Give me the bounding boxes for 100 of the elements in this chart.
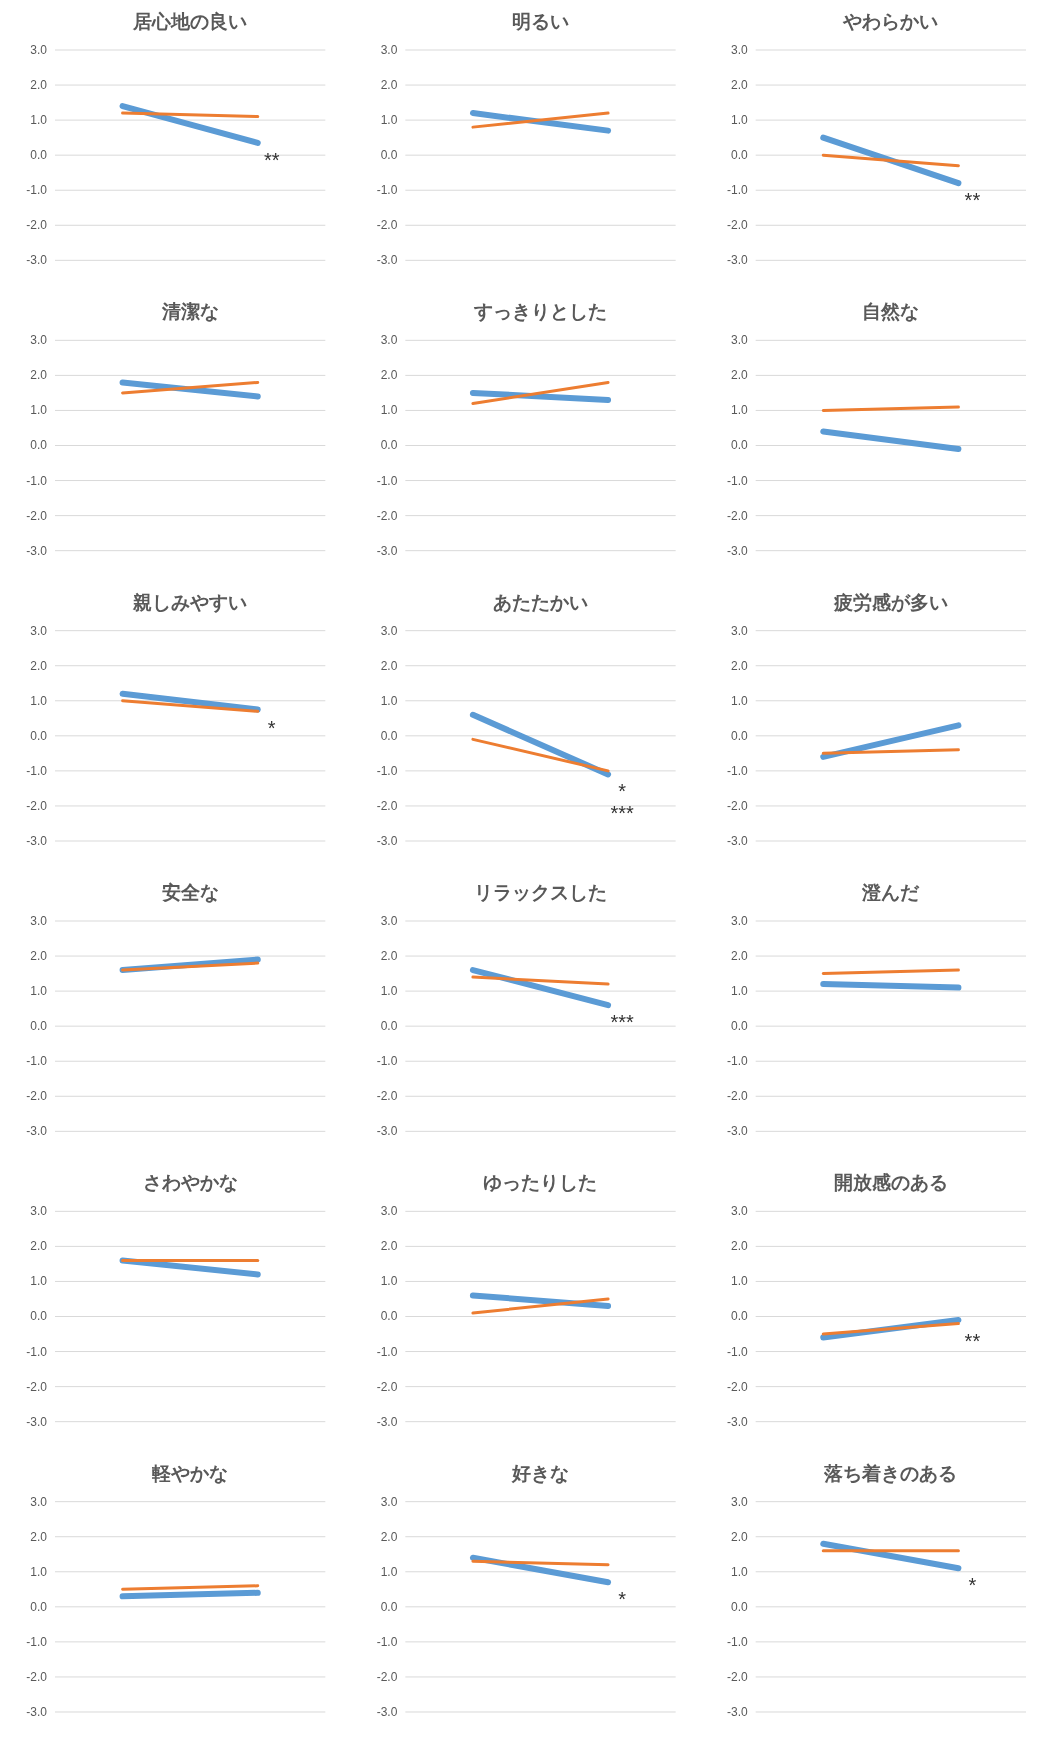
y-tick-label: 0.0 [30,1019,48,1034]
y-tick-label: 2.0 [380,78,398,93]
y-tick-label: 2.0 [730,368,748,383]
y-tick-label: 3.0 [730,1204,748,1219]
chart-title: 安全な [161,882,219,903]
y-tick-label: 2.0 [30,1239,48,1254]
y-tick-label: 1.0 [730,113,748,128]
y-tick-label: -1.0 [26,1634,48,1649]
y-tick-label: 0.0 [380,1309,398,1324]
y-tick-label: 1.0 [730,1274,748,1289]
y-tick-label: -1.0 [726,1054,748,1069]
y-tick-label: -2.0 [376,508,398,523]
y-tick-label: -3.0 [26,253,48,268]
y-tick-label: 3.0 [730,623,748,638]
y-tick-label: -3.0 [376,1124,398,1139]
y-tick-label: 1.0 [30,693,48,708]
y-tick-label: -2.0 [726,1669,748,1684]
y-tick-label: -1.0 [726,763,748,778]
y-tick-label: 3.0 [30,914,48,928]
y-tick-label: -3.0 [26,543,48,558]
y-tick-label: 3.0 [380,43,398,57]
y-tick-label: -3.0 [376,834,398,848]
y-tick-label: 3.0 [380,333,398,348]
y-tick-label: 3.0 [380,623,398,638]
y-tick-label: -3.0 [376,1705,398,1719]
y-tick-label: -3.0 [726,253,748,268]
annotation: *** [610,1011,634,1034]
y-tick-label: -1.0 [376,1634,398,1649]
y-tick-label: 2.0 [380,1529,398,1544]
y-tick-label: -2.0 [726,508,748,523]
chart-title: 落ち着きのある [823,1462,958,1484]
annotation: * [267,717,276,740]
y-tick-label: -2.0 [376,798,398,813]
y-tick-label: 0.0 [380,1019,398,1034]
y-tick-label: -1.0 [726,473,748,488]
y-tick-label: 0.0 [730,438,748,453]
y-tick-label: 2.0 [380,658,398,673]
chart-title: ゆったりした [483,1172,598,1194]
annotation: * [618,1588,627,1611]
y-tick-label: 3.0 [380,1204,398,1219]
y-tick-label: 1.0 [30,1274,48,1289]
chart-title: さわやかな [142,1172,238,1194]
y-tick-label: 3.0 [380,914,398,928]
y-tick-label: 2.0 [30,368,48,383]
y-tick-label: -3.0 [726,1124,748,1139]
y-tick-label: 3.0 [30,623,48,638]
y-tick-label: -3.0 [726,543,748,558]
y-tick-label: -2.0 [26,218,48,233]
y-tick-label: 1.0 [730,693,748,708]
y-tick-label: -2.0 [26,1379,48,1394]
y-tick-label: 1.0 [380,113,398,128]
y-tick-label: 0.0 [380,728,398,743]
y-tick-label: 3.0 [30,1494,48,1509]
y-tick-label: 0.0 [30,728,48,743]
y-tick-label: 3.0 [30,43,48,57]
y-tick-label: 2.0 [730,949,748,964]
annotation: * [618,780,627,803]
y-tick-label: 1.0 [730,984,748,999]
y-tick-label: 1.0 [30,403,48,418]
chart-title: やわらかい [842,11,939,32]
y-tick-label: -1.0 [726,183,748,198]
y-tick-label: -1.0 [376,1054,398,1069]
y-tick-label: 1.0 [380,693,398,708]
chart-title: 居心地の良い [132,11,248,32]
y-tick-label: -3.0 [726,1705,748,1719]
y-tick-label: 1.0 [380,984,398,999]
y-tick-label: 0.0 [730,148,748,163]
y-tick-label: -1.0 [376,183,398,198]
y-tick-label: 1.0 [380,403,398,418]
y-tick-label: 1.0 [730,403,748,418]
y-tick-label: 2.0 [30,949,48,964]
y-tick-label: -1.0 [26,183,48,198]
y-tick-label: -1.0 [726,1344,748,1359]
y-tick-label: 0.0 [30,1309,48,1324]
y-tick-label: -2.0 [376,218,398,233]
y-tick-label: -1.0 [26,1054,48,1069]
y-tick-label: -3.0 [726,1414,748,1429]
y-tick-label: 1.0 [30,984,48,999]
annotation: ** [964,1329,981,1352]
y-tick-label: 0.0 [380,148,398,163]
y-tick-label: -3.0 [376,1414,398,1429]
y-tick-label: -2.0 [26,798,48,813]
y-tick-label: -2.0 [26,1089,48,1104]
y-tick-label: -3.0 [26,1414,48,1429]
y-tick-label: 0.0 [30,1599,48,1614]
y-tick-label: 2.0 [380,949,398,964]
y-tick-label: -3.0 [26,1705,48,1719]
y-tick-label: -3.0 [26,834,48,848]
y-tick-label: -1.0 [26,763,48,778]
y-tick-label: -2.0 [376,1379,398,1394]
y-tick-label: 1.0 [380,1274,398,1289]
chart-title: 親しみやすい [132,591,248,613]
y-tick-label: 2.0 [380,368,398,383]
y-tick-label: -1.0 [726,1634,748,1649]
annotation: * [968,1574,977,1597]
chart-title: 軽やかな [151,1462,229,1484]
y-tick-label: -3.0 [376,253,398,268]
y-tick-label: 0.0 [730,1019,748,1034]
y-tick-label: 0.0 [730,1309,748,1324]
y-tick-label: 3.0 [730,1494,748,1509]
